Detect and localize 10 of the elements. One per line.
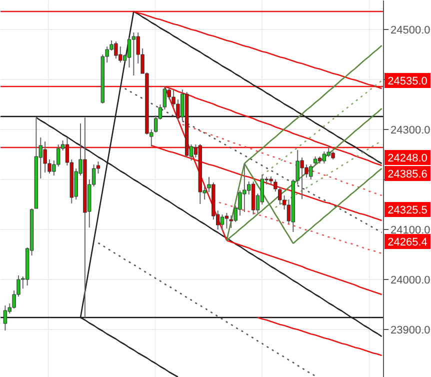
y-tick-label: 24100.0	[390, 224, 430, 236]
text: 24248.0	[388, 152, 428, 164]
text: 24325.5	[388, 204, 428, 216]
y-tick-label: 24500.0	[390, 24, 430, 36]
y-tick-label: 24300.0	[390, 124, 430, 136]
y-tick-label: 24000.0	[390, 274, 430, 286]
text: 24265.4	[388, 236, 428, 248]
text: 24385.6	[388, 168, 428, 180]
text: 24535.0	[388, 76, 428, 88]
y-tick-label: 23900.0	[390, 324, 430, 336]
